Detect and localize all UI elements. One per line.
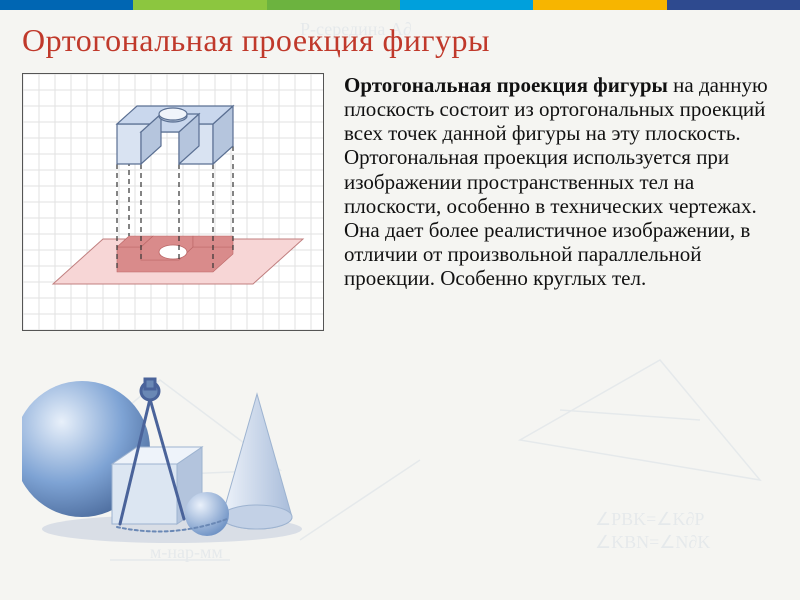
- page-title: Ортогональная проекция фигуры: [22, 22, 772, 59]
- body-paragraph: Ортогональная проекция фигуры на данную …: [344, 73, 772, 554]
- paragraph-rest: на данную плоскость состоит из ортогонал…: [344, 73, 768, 290]
- decorative-3d-shapes: [22, 339, 322, 549]
- projection-diagram: [22, 73, 324, 331]
- paragraph-bold-lead: Ортогональная проекция фигуры: [344, 73, 668, 97]
